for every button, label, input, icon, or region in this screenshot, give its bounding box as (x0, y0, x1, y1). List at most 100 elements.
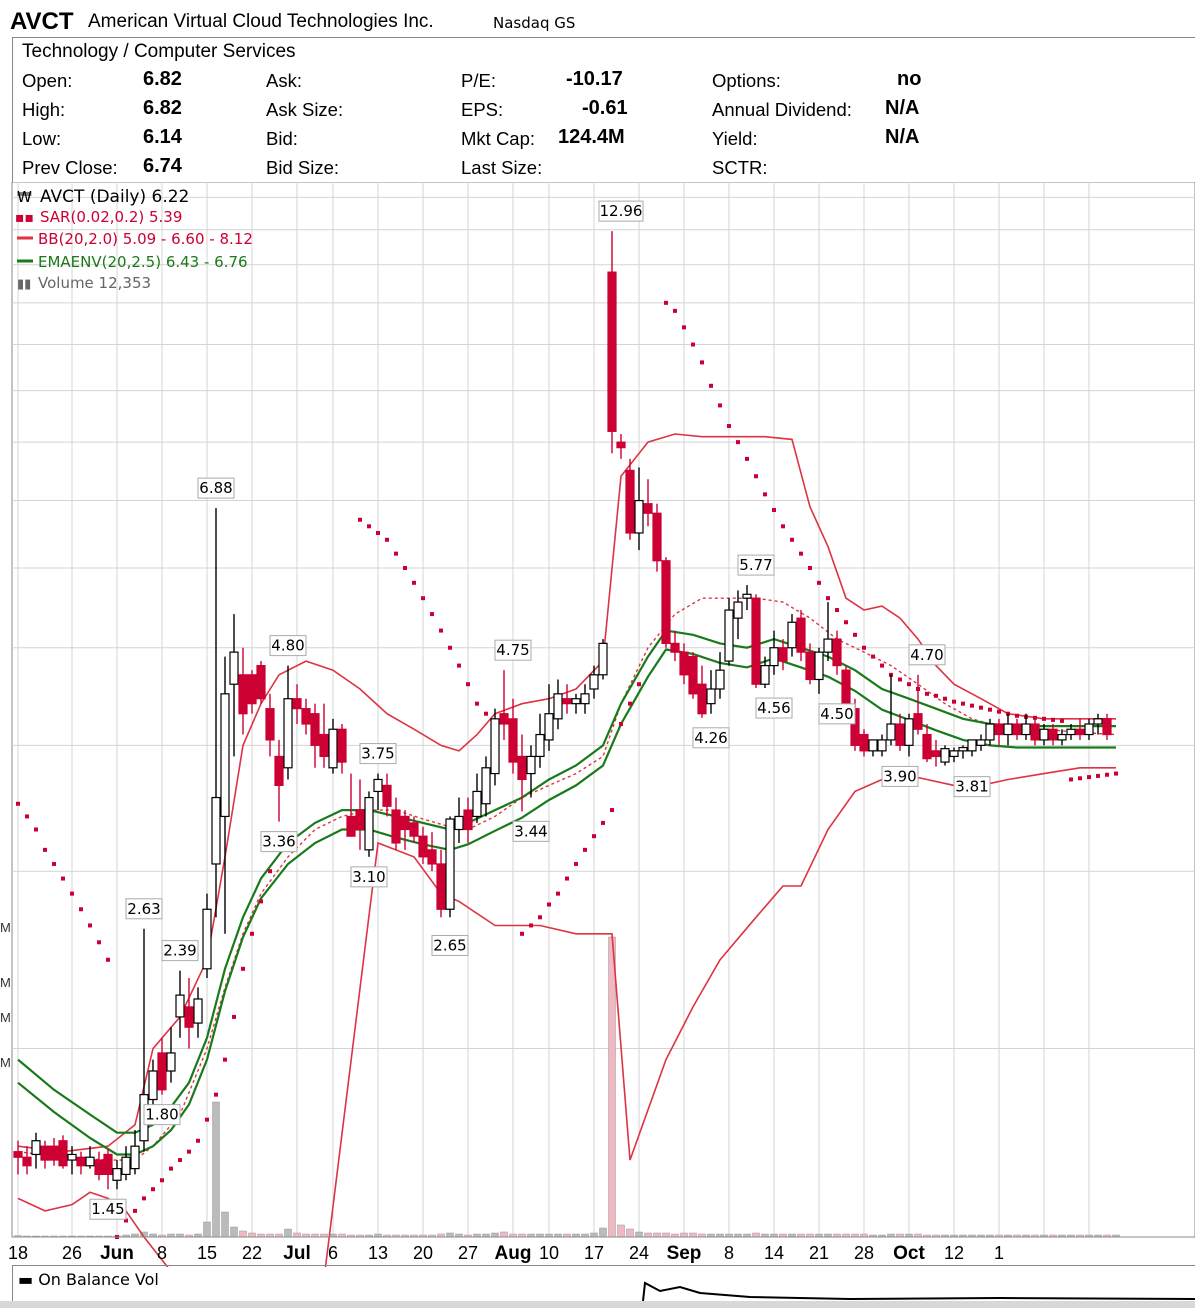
sar-dot (817, 580, 821, 585)
candle (787, 614, 797, 657)
candle-body (121, 1156, 131, 1176)
sar-dot (97, 940, 101, 945)
candle (202, 893, 212, 979)
price-label-text: 3.36 (262, 833, 295, 851)
candle (1030, 718, 1040, 746)
x-tick-label: 17 (584, 1243, 604, 1263)
candle-body (490, 718, 500, 775)
x-axis: 18 26 Jun 8 15 22 Jul 6 13 20 27 Aug 10 17 24 Sep 8 14 21 2… (0, 920, 1195, 1264)
x-tick-label: 12 (944, 1243, 964, 1263)
candle (886, 674, 896, 746)
candle-body (1003, 723, 1013, 736)
sar-dot (628, 701, 632, 706)
candle (940, 745, 950, 766)
price-label: 3.44 (512, 820, 550, 842)
price-label-text: 3.75 (361, 745, 394, 763)
candle (13, 1140, 23, 1175)
candle-body (184, 1006, 194, 1028)
price-label: 3.36 (260, 831, 298, 853)
candle (445, 816, 455, 918)
candle (751, 594, 761, 689)
volume-bar (212, 1101, 220, 1238)
price-label-box (598, 200, 644, 222)
sar-dot (61, 876, 65, 881)
candle-body (292, 698, 302, 710)
sar-dot (394, 551, 398, 556)
price-label: 4.75 (494, 639, 532, 661)
candle (562, 684, 572, 714)
candle-body (1012, 723, 1022, 736)
eps-value: -0.61 (582, 97, 628, 119)
candle (967, 739, 977, 757)
obv-swatch: ▬ (18, 1270, 39, 1289)
candle (310, 703, 320, 768)
candle-body (589, 674, 599, 690)
candle-body (661, 560, 671, 644)
volume-bar (590, 1232, 598, 1238)
price-label-text: 4.50 (820, 705, 853, 723)
candle-body (994, 723, 1004, 736)
candle (643, 479, 653, 527)
candle-body (274, 755, 284, 787)
candle-body (202, 908, 212, 970)
volume-bar (203, 1221, 211, 1238)
candle-body (949, 750, 959, 758)
candle-body (931, 750, 941, 758)
price-label-box (953, 776, 991, 798)
candle (823, 602, 833, 662)
candle-body (220, 693, 230, 818)
price-label-box (818, 703, 856, 725)
price-label: 3.10 (350, 866, 388, 888)
low-label: Low: (22, 128, 62, 149)
obv-label-text: On Balance Vol (38, 1270, 159, 1289)
obv-line (642, 1281, 1195, 1301)
obv-label: ▬ On Balance Vol (18, 1270, 159, 1289)
candle-body (868, 739, 878, 752)
yield-label: Yield: (712, 128, 758, 149)
sar-dot (583, 847, 587, 852)
candle-body (472, 790, 482, 818)
price-label: 4.80 (269, 635, 307, 657)
price-label-box (494, 639, 532, 661)
dividend-label: Annual Dividend: (712, 99, 852, 120)
candle-body (778, 647, 788, 662)
candle-body (733, 601, 743, 619)
candle (1039, 724, 1049, 746)
price-label-text: 2.39 (163, 942, 196, 960)
candle-body (625, 469, 635, 534)
bottom-bar (0, 1301, 1195, 1308)
candle (463, 797, 473, 843)
sar-dot (718, 403, 722, 408)
volume-bar (644, 1232, 652, 1238)
volume-bar (500, 1231, 508, 1238)
price-label-box (161, 940, 199, 962)
candle (985, 718, 995, 746)
candle-body (724, 609, 734, 662)
candle-body (553, 693, 563, 720)
candle (553, 679, 563, 730)
candle (832, 630, 842, 675)
sar-dot (1105, 772, 1109, 777)
candle-body (1066, 728, 1076, 736)
candle-body (940, 748, 950, 763)
candle (454, 797, 464, 843)
candle (580, 684, 590, 714)
price-label-text: 3.44 (514, 822, 547, 840)
y-cut-label: M (0, 920, 11, 935)
sector-label: Technology / Computer Services (22, 41, 296, 62)
prev-close-label: Prev Close: (22, 157, 118, 178)
price-label: 3.90 (881, 765, 919, 787)
high-value: 6.82 (143, 97, 182, 119)
legend-sar-text: SAR(0.02,0.2) 5.39 (40, 208, 182, 226)
volume-bar (230, 1226, 238, 1238)
sar-dot (574, 861, 578, 866)
candle (274, 739, 284, 822)
candle (652, 503, 662, 572)
x-tick-label: 24 (629, 1243, 649, 1263)
candle (148, 1059, 158, 1107)
candle (778, 639, 788, 671)
candle-body (427, 849, 437, 865)
sar-dot (673, 308, 677, 313)
candle (859, 729, 869, 757)
candle (571, 693, 581, 714)
